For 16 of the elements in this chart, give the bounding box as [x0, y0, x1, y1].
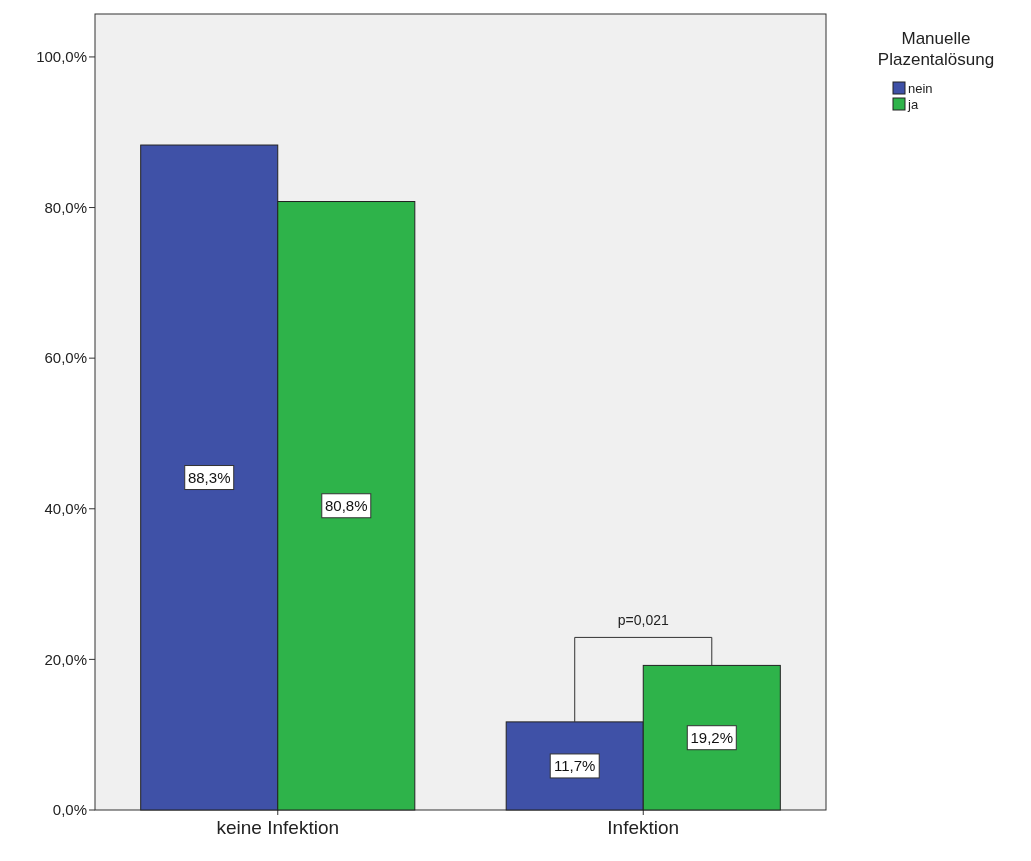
y-tick-label: 40,0% [44, 500, 87, 518]
data-label: 88,3% [187, 468, 231, 486]
y-tick-label: 80,0% [44, 198, 87, 216]
y-tick-label: 60,0% [44, 349, 87, 367]
data-label: 11,7% [554, 757, 596, 775]
data-label: 80,8% [325, 497, 368, 515]
legend-label: ja [907, 96, 919, 112]
legend-label: nein [908, 80, 933, 96]
x-tick-label: Infektion [607, 817, 680, 838]
data-label: 19,2% [690, 728, 734, 746]
x-tick-label: keine Infektion [216, 817, 340, 838]
y-tick-label: 20,0% [44, 650, 87, 668]
annotation: p=0,021 [617, 612, 669, 629]
y-tick-label: 0,0% [52, 801, 87, 819]
legend-title: Manuelle Plazentalösung [877, 29, 995, 69]
y-tick-label: 100,0% [36, 48, 87, 66]
